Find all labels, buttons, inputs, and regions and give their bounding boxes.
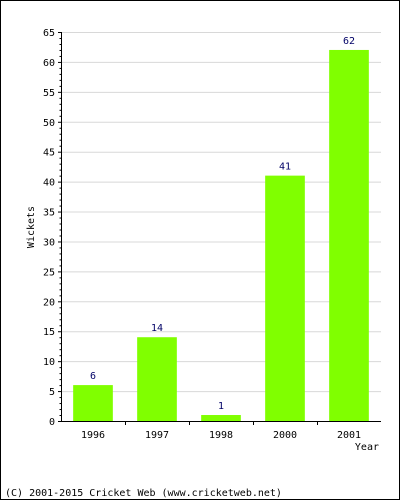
y-tick-label: 15 <box>43 327 55 338</box>
y-tick-label: 35 <box>43 208 55 219</box>
y-ticks: 0 5 10 15 20 25 30 35 40 45 50 55 60 65 <box>43 28 61 428</box>
bar-value-label: 1 <box>218 401 224 412</box>
y-tick-label: 55 <box>43 88 55 99</box>
bar-value-label: 62 <box>343 36 355 47</box>
x-tick-label: 2000 <box>273 430 297 441</box>
copyright-footer: (C) 2001-2015 Cricket Web (www.cricketwe… <box>5 488 282 499</box>
grid-lines <box>61 32 381 393</box>
bars: 6 14 1 41 62 <box>73 36 369 421</box>
bar-value-label: 6 <box>90 371 96 382</box>
bar <box>265 175 305 421</box>
y-tick-label: 10 <box>43 357 55 368</box>
y-tick-label: 0 <box>49 417 55 428</box>
bar-value-label: 41 <box>279 162 291 173</box>
x-tick-label: 1996 <box>81 430 105 441</box>
y-tick-label: 50 <box>43 118 55 129</box>
y-tick-label: 30 <box>43 237 55 248</box>
axes <box>61 32 381 422</box>
y-tick-label: 5 <box>49 387 55 398</box>
y-tick-label: 45 <box>43 148 55 159</box>
y-tick-label: 25 <box>43 267 55 278</box>
y-tick-label: 40 <box>43 178 55 189</box>
bar <box>329 49 369 421</box>
x-tick-label: 1997 <box>145 430 169 441</box>
bar <box>73 385 113 421</box>
y-axis-label: Wickets <box>26 206 37 248</box>
bar <box>137 337 177 421</box>
x-tick-label: 1998 <box>209 430 233 441</box>
y-tick-label: 20 <box>43 297 55 308</box>
bar <box>201 415 241 421</box>
y-tick-label: 65 <box>43 28 55 39</box>
y-tick-label: 60 <box>43 58 55 69</box>
x-tick-label: 2001 <box>337 430 361 441</box>
bar-value-label: 14 <box>151 323 163 334</box>
x-ticks: 1996 1997 1998 2000 2001 <box>81 421 361 441</box>
x-axis-label: Year <box>355 442 379 453</box>
